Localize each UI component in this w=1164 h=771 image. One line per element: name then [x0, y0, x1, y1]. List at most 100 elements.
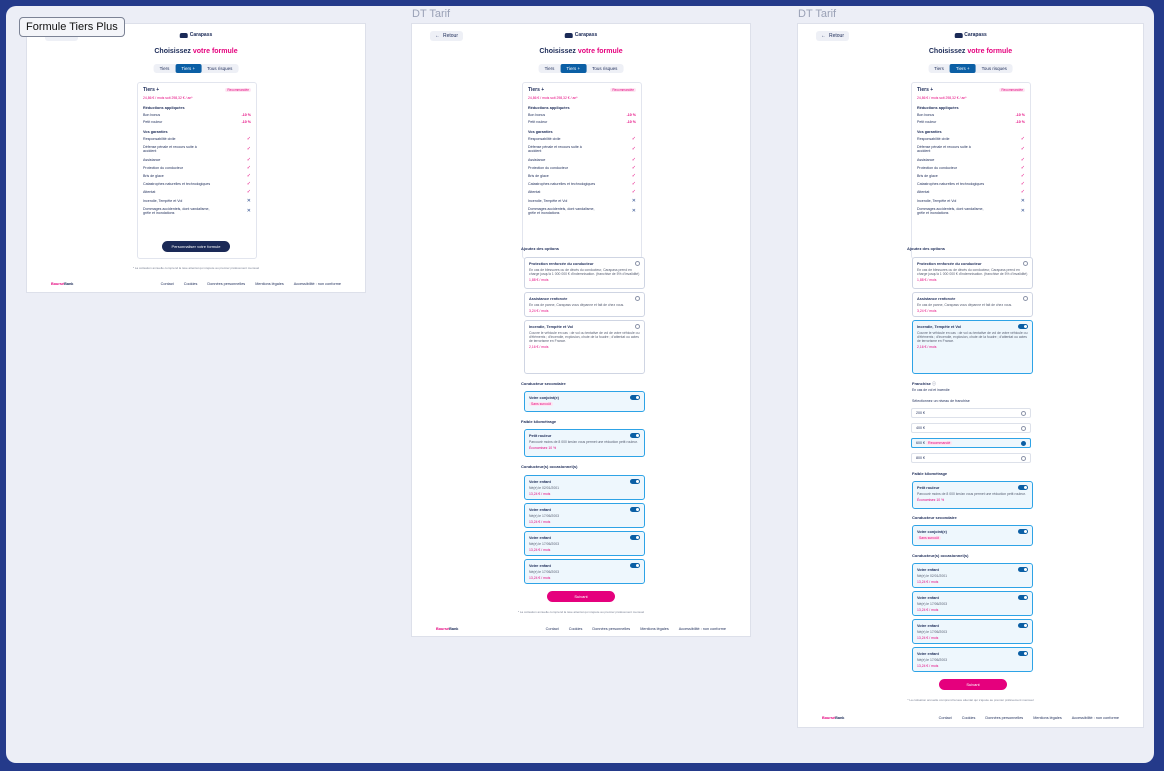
- tab-tiers[interactable]: Tiers: [934, 66, 944, 71]
- frame-label-dt-tarif-1[interactable]: DT Tarif: [412, 8, 451, 20]
- footer-link-donnees[interactable]: Données personnelles: [592, 627, 631, 631]
- second-driver-card[interactable]: Votre conjoint(e) Sans surcoût: [912, 525, 1033, 546]
- footer-link-donnees[interactable]: Données personnelles: [985, 716, 1024, 720]
- occasional-driver-card[interactable]: Votre enfant Né(e) le 17/06/2003 13,24 € …: [524, 531, 645, 556]
- franchise-option[interactable]: 200 €: [911, 408, 1031, 418]
- guarantee-row: Bris de glace ✓: [528, 172, 636, 179]
- occasional-driver-card[interactable]: Votre enfant Né(e) le 02/01/2001 13,24 € …: [912, 563, 1033, 588]
- footer-link-cookies[interactable]: Cookies: [183, 282, 198, 286]
- toggle-switch[interactable]: [630, 507, 640, 512]
- occasional-driver-card[interactable]: Votre enfant Né(e) le 02/01/2001 13,24 € …: [524, 475, 645, 500]
- customize-formula-button[interactable]: Personnaliser votre formule: [162, 241, 230, 252]
- formula-name[interactable]: Tiers +: [528, 87, 545, 93]
- option-protection-conducteur[interactable]: Protection renforcée du conducteur En ca…: [912, 257, 1033, 289]
- check-icon: ✓: [1020, 172, 1025, 179]
- footer-link-accessibilite[interactable]: Accessibilité : non conforme: [1071, 716, 1119, 720]
- frame-label-dt-tarif-2[interactable]: DT Tarif: [798, 8, 837, 20]
- arrow-left-icon: ←: [821, 33, 826, 39]
- back-button[interactable]: ←Retour: [816, 31, 850, 41]
- footer-link-contact[interactable]: Contact: [938, 716, 952, 720]
- footer-link-mentions[interactable]: Mentions légales: [640, 627, 669, 631]
- frame-label-formule-tiers-plus[interactable]: Formule Tiers Plus: [19, 17, 125, 37]
- toggle-switch[interactable]: [1018, 529, 1028, 534]
- next-button[interactable]: Suivant: [547, 591, 615, 602]
- franchise-select-label: Sélectionnez un niveau de franchise: [912, 399, 970, 403]
- tab-tiers-plus[interactable]: Tiers +: [175, 64, 202, 73]
- guarantee-row: Catastrophes naturelles et technologique…: [917, 181, 1025, 188]
- toggle-switch[interactable]: [1018, 485, 1028, 490]
- low-mileage-title: Faible kilométrage: [521, 419, 557, 424]
- franchise-option[interactable]: 600 € Recommandé: [911, 438, 1031, 448]
- next-button[interactable]: Suivant: [939, 679, 1007, 690]
- toggle-switch[interactable]: [630, 563, 640, 568]
- tab-tous-risques[interactable]: Tous risques: [207, 66, 233, 71]
- option-protection-conducteur[interactable]: Protection renforcée du conducteur En ca…: [524, 257, 645, 289]
- option-assistance-renforcee[interactable]: Assistance renforcée En cas de panne, Ca…: [524, 292, 645, 317]
- tab-tiers[interactable]: Tiers: [159, 66, 170, 71]
- franchise-option[interactable]: 400 €: [911, 423, 1031, 433]
- frame-dt-tarif-2: ← Retour Carapass Choisissez votre formul…: [798, 24, 1143, 727]
- check-icon: ✓: [246, 181, 251, 188]
- footer-link-cookies[interactable]: Cookies: [568, 627, 583, 631]
- toggle-switch[interactable]: [1018, 324, 1028, 329]
- radio-button[interactable]: [635, 261, 640, 266]
- occasional-drivers-title: Conducteur(s) occasionnel(s): [912, 553, 969, 558]
- close-icon: ✕: [246, 207, 251, 214]
- radio-button[interactable]: [635, 296, 640, 301]
- reduction-row: Petit rouleur -10 %: [528, 120, 636, 124]
- footer-link-donnees[interactable]: Données personnelles: [207, 282, 246, 286]
- option-assistance-renforcee[interactable]: Assistance renforcée En cas de panne, Ca…: [912, 292, 1033, 317]
- occasional-driver-card[interactable]: Votre enfant Né(e) le 17/06/2003 13,24 € …: [912, 591, 1033, 616]
- occasional-driver-card[interactable]: Votre enfant Né(e) le 17/06/2003 13,24 € …: [524, 559, 645, 584]
- footnote: * La cotisation annuelle comprend la tax…: [517, 610, 645, 614]
- guarantee-row: Protection du conducteur ✓: [917, 164, 1025, 171]
- footer-link-mentions[interactable]: Mentions légales: [1033, 716, 1062, 720]
- toggle-switch[interactable]: [1018, 651, 1028, 656]
- occasional-driver-card[interactable]: Votre enfant Né(e) le 17/06/2003 13,24 € …: [524, 503, 645, 528]
- option-incendie-tempete-vol[interactable]: Incendie, Tempête et Vol Couvre le véhic…: [524, 320, 645, 374]
- tab-tiers-plus[interactable]: Tiers +: [560, 64, 587, 73]
- reduction-row: Petit rouleur -10 %: [917, 120, 1025, 124]
- check-icon: ✓: [631, 146, 636, 153]
- radio-button[interactable]: [1023, 261, 1028, 266]
- guarantee-row: Défense pénale et recours suite à accide…: [917, 145, 1025, 154]
- tab-tiers-plus[interactable]: Tiers +: [949, 64, 976, 73]
- low-mileage-card[interactable]: Petit rouleur Parcourir moins de 8 000 k…: [524, 429, 645, 457]
- footer-link-accessibilite[interactable]: Accessibilité : non conforme: [678, 627, 726, 631]
- toggle-switch[interactable]: [630, 535, 640, 540]
- footer-link-contact[interactable]: Contact: [545, 627, 559, 631]
- formula-card: Tiers + Recommandée 24,86 € / mois soit 2…: [911, 82, 1031, 259]
- recommended-badge: Recommandée: [610, 88, 636, 92]
- occasional-driver-card[interactable]: Votre enfant Né(e) le 17/06/2003 13,24 € …: [912, 619, 1033, 644]
- footer-link-accessibilite[interactable]: Accessibilité : non conforme: [293, 282, 341, 286]
- toggle-switch[interactable]: [1018, 567, 1028, 572]
- radio-button[interactable]: [635, 324, 640, 329]
- footer: BourséBank Contact Cookies Données perso…: [51, 282, 341, 286]
- low-mileage-title: Faible kilométrage: [912, 471, 948, 476]
- formula-name[interactable]: Tiers +: [917, 87, 934, 93]
- toggle-switch[interactable]: [630, 479, 640, 484]
- occasional-driver-card[interactable]: Votre enfant Né(e) le 17/06/2003 13,24 € …: [912, 647, 1033, 672]
- formula-name[interactable]: Tiers +: [143, 87, 160, 93]
- toggle-switch[interactable]: [630, 395, 640, 400]
- second-driver-card[interactable]: Votre conjoint(e) Sans surcoût: [524, 391, 645, 412]
- low-mileage-card[interactable]: Petit rouleur Parcourir moins de 8 000 k…: [912, 481, 1033, 509]
- tab-tiers[interactable]: Tiers: [544, 66, 555, 71]
- toggle-switch[interactable]: [1018, 623, 1028, 628]
- option-incendie-tempete-vol[interactable]: Incendie, Tempête et Vol Couvre le véhic…: [912, 320, 1033, 374]
- check-icon: ✓: [631, 189, 636, 196]
- radio-button[interactable]: [1023, 296, 1028, 301]
- back-button[interactable]: ←Retour: [430, 31, 464, 41]
- tab-tous-risques[interactable]: Tous risques: [592, 66, 618, 71]
- tab-tous-risques[interactable]: Tous risques: [981, 66, 1007, 71]
- close-icon: ✕: [631, 207, 636, 214]
- reductions-title: Réductions appliquées: [917, 106, 959, 110]
- footer-link-cookies[interactable]: Cookies: [961, 716, 976, 720]
- close-icon: ✕: [1020, 197, 1025, 204]
- guarantee-row: Catastrophes naturelles et technologique…: [143, 181, 251, 188]
- franchise-option[interactable]: 800 €: [911, 453, 1031, 463]
- footer-link-mentions[interactable]: Mentions légales: [255, 282, 284, 286]
- toggle-switch[interactable]: [1018, 595, 1028, 600]
- toggle-switch[interactable]: [630, 433, 640, 438]
- footer-link-contact[interactable]: Contact: [160, 282, 174, 286]
